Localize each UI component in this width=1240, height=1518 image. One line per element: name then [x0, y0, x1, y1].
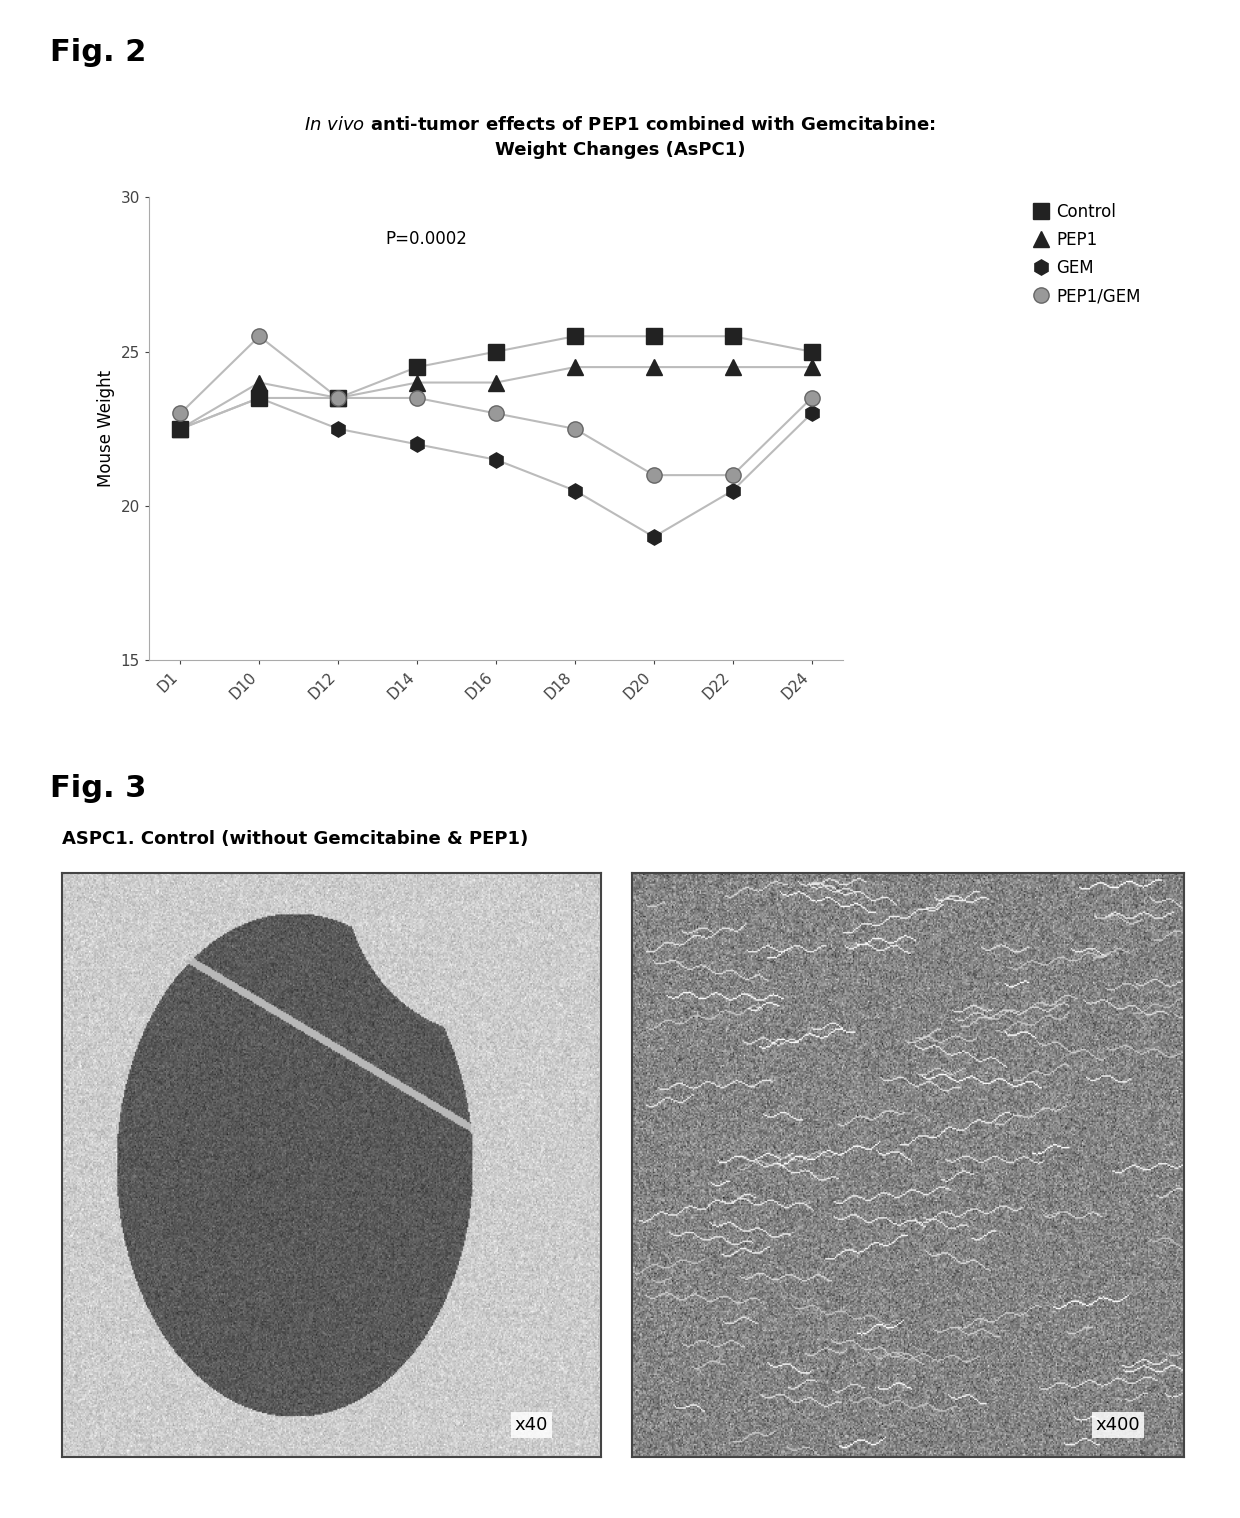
- Legend: Control, PEP1, GEM, PEP1/GEM: Control, PEP1, GEM, PEP1/GEM: [1028, 196, 1147, 311]
- Text: x400: x400: [1096, 1416, 1141, 1435]
- Text: Weight Changes (AsPC1): Weight Changes (AsPC1): [495, 141, 745, 159]
- Text: Fig. 3: Fig. 3: [50, 774, 146, 803]
- Text: Fig. 2: Fig. 2: [50, 38, 146, 67]
- Text: ASPC1. Control (without Gemcitabine & PEP1): ASPC1. Control (without Gemcitabine & PE…: [62, 830, 528, 849]
- Text: P=0.0002: P=0.0002: [386, 229, 467, 247]
- Y-axis label: Mouse Weight: Mouse Weight: [97, 370, 115, 487]
- Text: x40: x40: [515, 1416, 548, 1435]
- Text: $\mathit{In\ vivo}$ anti-tumor effects of PEP1 combined with Gemcitabine:: $\mathit{In\ vivo}$ anti-tumor effects o…: [304, 115, 936, 134]
